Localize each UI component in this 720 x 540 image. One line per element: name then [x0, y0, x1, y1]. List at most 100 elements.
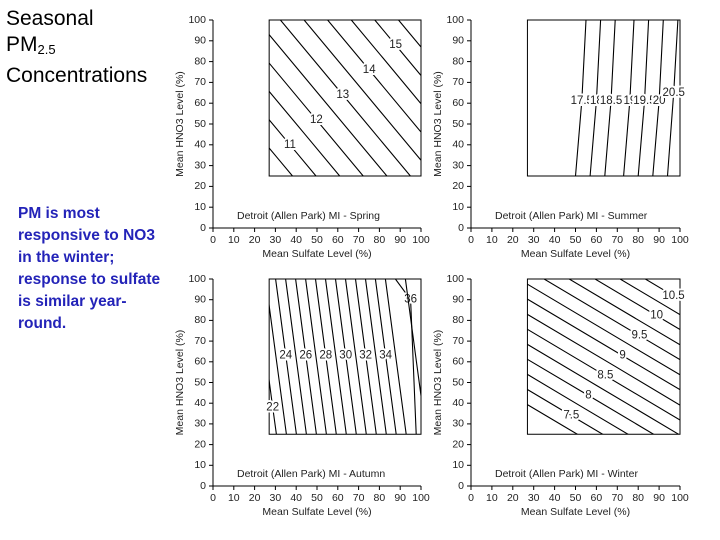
contour-label: 11	[284, 139, 296, 151]
y-tick-label: 90	[194, 293, 206, 305]
y-tick-label: 60	[452, 356, 464, 368]
x-tick-label: 30	[528, 234, 540, 246]
contour-line	[303, 20, 421, 162]
x-tick-label: 100	[412, 234, 430, 246]
contour-line	[619, 279, 680, 316]
title-line: Seasonal	[6, 7, 94, 30]
y-tick-label: 60	[452, 97, 464, 109]
contour-line	[568, 279, 680, 346]
contour-line	[327, 20, 421, 133]
contour-label: 17.5	[571, 95, 593, 107]
contour-label: 18.5	[600, 95, 622, 107]
contour-label: 7.5	[563, 410, 579, 422]
x-tick-label: 20	[249, 234, 261, 246]
contour-line	[604, 20, 616, 176]
x-tick-label: 60	[332, 234, 344, 246]
contour-line	[305, 279, 327, 435]
contour-line	[269, 62, 364, 176]
y-tick-label: 50	[194, 376, 206, 388]
y-tick-label: 0	[458, 480, 464, 492]
panel-title: Detroit (Allen Park) MI - Autumn	[237, 468, 385, 480]
contour-line	[398, 20, 421, 48]
contour-line	[542, 279, 680, 361]
y-tick-label: 30	[452, 159, 464, 171]
x-tick-label: 50	[311, 234, 323, 246]
contour-label: 14	[363, 64, 376, 76]
y-axis-label: Mean HNO3 Level (%)	[174, 71, 186, 177]
y-tick-label: 50	[452, 376, 464, 388]
domain-region	[268, 19, 422, 177]
contour-line	[527, 328, 680, 421]
contour-line	[295, 279, 317, 435]
chart-panel: 0 10 20 30 40 50 60 70 80 90 100 0 10 20 30 40 50 60 70 80 9…	[432, 14, 689, 260]
x-tick-label: 70	[353, 492, 365, 504]
y-tick-label: 80	[452, 314, 464, 326]
contour-line	[527, 404, 579, 435]
contour-line	[574, 20, 587, 176]
y-tick-label: 10	[452, 459, 464, 471]
y-tick-label: 0	[200, 222, 206, 234]
contour-line	[314, 279, 337, 435]
contour-line	[527, 389, 604, 435]
contour-line	[652, 20, 664, 176]
y-axis-label: Mean HNO3 Level (%)	[432, 71, 444, 177]
contour-label: 19	[623, 95, 636, 107]
y-tick-label: 40	[452, 397, 464, 409]
x-axis-label: Mean Sulfate Level (%)	[262, 506, 371, 518]
x-tick-label: 90	[653, 492, 665, 504]
x-tick-label: 0	[210, 234, 216, 246]
x-axis-label: Mean Sulfate Level (%)	[521, 248, 630, 260]
contour-line	[344, 279, 367, 435]
contour-line	[666, 20, 679, 176]
y-tick-label: 20	[452, 438, 464, 450]
domain-region	[268, 278, 422, 435]
x-tick-label: 50	[570, 492, 582, 504]
x-tick-label: 80	[374, 234, 386, 246]
contour-label: 10	[650, 310, 663, 322]
contour-label: 30	[339, 350, 352, 362]
x-tick-label: 10	[486, 492, 498, 504]
y-tick-label: 30	[194, 159, 206, 171]
y-tick-label: 10	[194, 201, 206, 213]
contour-label: 22	[266, 401, 279, 413]
contour-line	[527, 343, 680, 435]
contour-line	[527, 358, 655, 435]
y-tick-label: 100	[446, 14, 464, 26]
contour-label: 8.5	[597, 370, 613, 382]
y-tick-label: 10	[194, 459, 206, 471]
title-pm: PM	[6, 33, 38, 56]
x-tick-label: 60	[591, 234, 603, 246]
y-tick-label: 30	[194, 418, 206, 430]
y-tick-label: 70	[452, 335, 464, 347]
x-tick-label: 60	[332, 492, 344, 504]
contour-line	[364, 279, 387, 435]
contour-label: 20.5	[663, 87, 685, 99]
y-tick-label: 90	[194, 35, 206, 47]
y-tick-label: 50	[452, 118, 464, 130]
x-tick-label: 20	[507, 492, 519, 504]
contour-label: 32	[359, 350, 372, 362]
x-axis-label: Mean Sulfate Level (%)	[262, 248, 371, 260]
x-tick-label: 10	[228, 234, 240, 246]
y-tick-label: 60	[194, 97, 206, 109]
x-tick-label: 80	[632, 234, 644, 246]
panel-title: Detroit (Allen Park) MI - Summer	[495, 210, 648, 222]
x-tick-label: 100	[671, 234, 689, 246]
contour-label: 12	[310, 114, 323, 126]
contour-line	[350, 20, 421, 105]
contour-label: 8	[585, 390, 591, 402]
title-line: PM2.5	[6, 32, 147, 63]
contour-label: 26	[299, 350, 312, 362]
x-tick-label: 20	[249, 492, 261, 504]
y-tick-label: 80	[194, 55, 206, 67]
contour-label: 9	[619, 350, 625, 362]
note: PM is most responsive to NO3 in the wint…	[18, 205, 161, 332]
x-tick-label: 70	[353, 234, 365, 246]
x-tick-label: 40	[290, 234, 302, 246]
contour-line	[593, 279, 680, 330]
y-tick-label: 20	[194, 180, 206, 192]
domain-region	[526, 278, 681, 435]
y-tick-label: 40	[194, 397, 206, 409]
contour-line	[527, 298, 680, 391]
contour-line	[589, 20, 602, 176]
